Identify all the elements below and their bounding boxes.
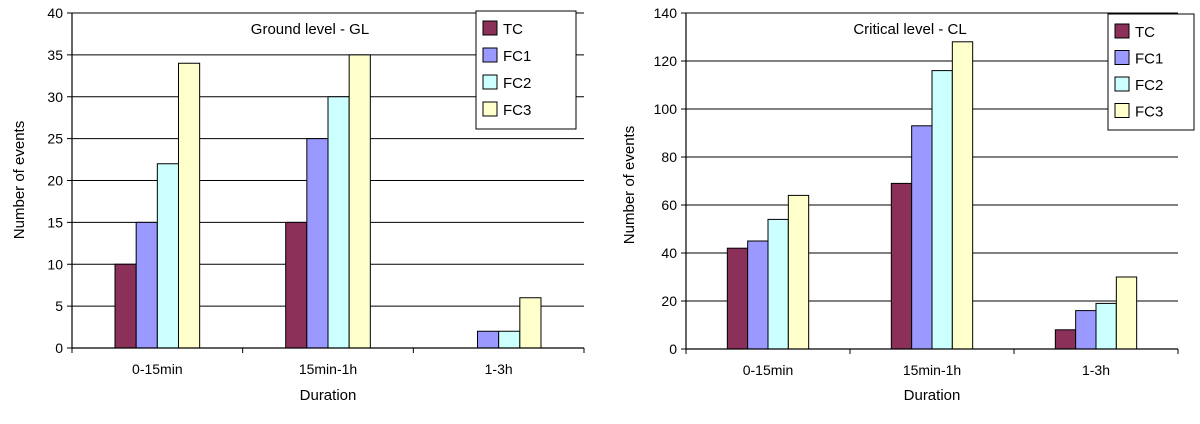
legend-label-fc3: FC3	[503, 102, 531, 119]
bar-fc1-15min-1h	[306, 138, 329, 349]
y-tick-label: 10	[47, 256, 63, 272]
bar-fc2-15min-1h	[327, 96, 350, 349]
bar-fc2-15min-1h	[931, 70, 953, 350]
bars	[726, 41, 1138, 350]
x-tick-label: 0-15min	[743, 362, 794, 378]
legend-swatch-fc3	[1114, 103, 1130, 118]
bar-fc1-0-15min	[135, 221, 158, 349]
x-tick-label: 1-3h	[1082, 362, 1110, 378]
y-tick-label: 5	[55, 298, 63, 314]
y-tick-label: 35	[47, 47, 63, 63]
bar-tc-15min-1h	[890, 182, 913, 350]
y-tick-label: 20	[661, 293, 677, 309]
bar-fc3-15min-1h	[348, 54, 371, 349]
legend-label-tc: TC	[1135, 24, 1155, 41]
y-tick-label: 30	[47, 89, 63, 105]
y-tick-label: 40	[47, 5, 63, 21]
legend-label-fc1: FC1	[503, 48, 531, 65]
y-tick-label: 0	[55, 340, 63, 356]
y-tick-label: 80	[661, 149, 677, 165]
critical-level-chart: 0 20 40 60 80 100 120 140 0-15min 15min-1h 1-3h Dur…	[621, 5, 1195, 404]
legend-swatch-fc2	[482, 74, 498, 90]
bar-fc2-0-15min	[156, 163, 179, 349]
ground-level-chart: 0 5 10 15 20 25 30 35 40 0-15min 15min-1h 1-3h Durat…	[11, 5, 585, 404]
legend-swatch-fc3	[482, 101, 498, 117]
chart-title: Ground level - GL	[251, 21, 369, 38]
legend-swatch-fc1	[1114, 50, 1130, 65]
legend-label-fc2: FC2	[1135, 77, 1163, 94]
legend-label-fc1: FC1	[1135, 51, 1163, 68]
bar-fc1-0-15min	[747, 240, 769, 350]
bar-tc-1-3h	[1054, 329, 1077, 350]
bar-fc2-0-15min	[767, 218, 789, 350]
x-tick-label: 15min-1h	[299, 361, 357, 377]
legend: TC FC1 FC2 FC3	[1107, 13, 1195, 131]
x-axis-title: Duration	[904, 387, 961, 404]
bar-fc3-1-3h	[1115, 276, 1138, 350]
y-tick-label: 25	[47, 131, 63, 147]
legend: TC FC1 FC2 FC3	[475, 10, 577, 130]
bar-tc-15min-1h	[285, 221, 308, 349]
bar-fc1-15min-1h	[911, 125, 933, 350]
legend-swatch-fc2	[1114, 76, 1130, 92]
legend-label-fc2: FC2	[503, 75, 531, 92]
bar-fc3-0-15min	[787, 194, 810, 350]
y-tick-label: 100	[654, 101, 678, 117]
x-tick-label: 1-3h	[485, 361, 513, 377]
bar-fc2-1-3h	[498, 330, 521, 349]
legend-swatch-fc1	[482, 47, 498, 63]
legend-label-fc3: FC3	[1135, 104, 1163, 121]
chart-title: Critical level - CL	[853, 21, 966, 38]
bar-tc-0-15min	[114, 263, 137, 349]
bar-fc3-1-3h	[519, 297, 542, 349]
bar-fc3-15min-1h	[951, 41, 974, 350]
legend-swatch-tc	[1114, 23, 1130, 39]
bar-fc1-1-3h	[477, 330, 500, 349]
y-tick-label: 140	[654, 5, 678, 21]
y-axis-title: Number of events	[621, 126, 638, 244]
bar-tc-0-15min	[726, 247, 749, 350]
x-axis-title: Duration	[300, 387, 357, 404]
y-tick-label: 40	[661, 245, 677, 261]
legend-label-tc: TC	[503, 21, 523, 38]
bar-fc1-1-3h	[1075, 310, 1097, 350]
x-tick-label: 15min-1h	[903, 362, 961, 378]
y-axis-title: Number of events	[11, 121, 28, 239]
y-tick-label: 60	[661, 197, 677, 213]
y-tick-label: 20	[47, 173, 63, 189]
legend-swatch-tc	[482, 20, 498, 36]
bar-fc3-0-15min	[177, 62, 201, 349]
x-tick-label: 0-15min	[132, 361, 183, 377]
y-tick-label: 120	[654, 53, 678, 69]
bar-fc2-1-3h	[1095, 302, 1117, 350]
y-tick-label: 0	[669, 341, 677, 357]
y-tick-label: 15	[47, 214, 63, 230]
